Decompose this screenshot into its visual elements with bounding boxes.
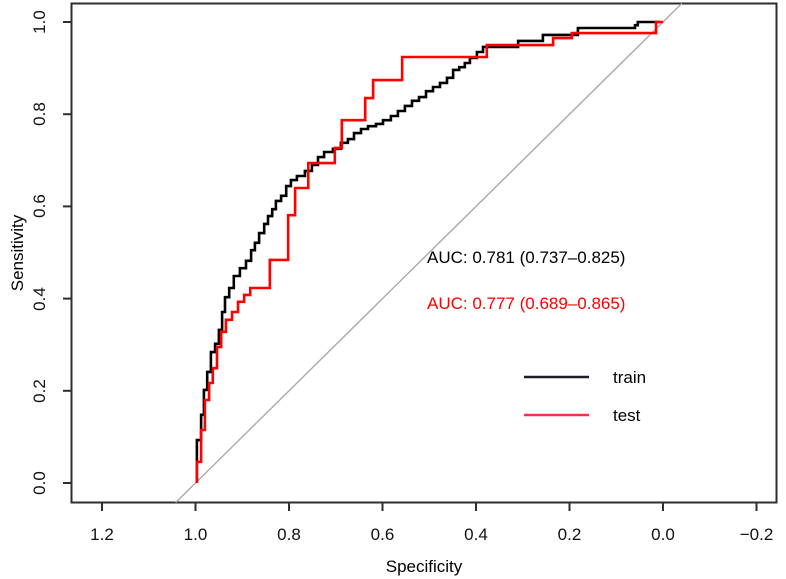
- x-tick-label: 0.0: [651, 525, 675, 544]
- auc-annotation-test: AUC: 0.777 (0.689–0.865): [427, 294, 626, 313]
- x-tick-label: −0.2: [739, 525, 774, 544]
- y-tick-label: 0.2: [30, 378, 49, 403]
- x-axis-title: Specificity: [385, 557, 463, 576]
- x-tick-label: 1.0: [183, 525, 208, 544]
- x-tick-label: 0.8: [277, 525, 301, 544]
- y-tick-label: 0.6: [30, 194, 49, 219]
- y-tick-label: 0.4: [30, 286, 49, 311]
- legend-label-test: test: [613, 406, 641, 425]
- y-tick-label: 0.8: [30, 102, 49, 127]
- roc-curve-train: [195, 20, 660, 483]
- x-tick-label: 1.2: [90, 525, 114, 544]
- y-tick-label: 1.0: [30, 10, 49, 34]
- x-tick-label: 0.2: [557, 525, 582, 544]
- chance-diagonal-line: [175, 3, 683, 503]
- y-tick-label: 0.0: [30, 471, 49, 495]
- x-tick-label: 0.6: [370, 525, 395, 544]
- roc-curve-test: [195, 20, 663, 483]
- x-tick-label: 0.4: [464, 525, 488, 544]
- auc-annotation-train: AUC: 0.781 (0.737–0.825): [427, 248, 626, 267]
- y-axis-title: Sensitivity: [8, 214, 27, 292]
- legend-label-train: train: [613, 368, 647, 387]
- plot-box-border: [70, 2, 778, 504]
